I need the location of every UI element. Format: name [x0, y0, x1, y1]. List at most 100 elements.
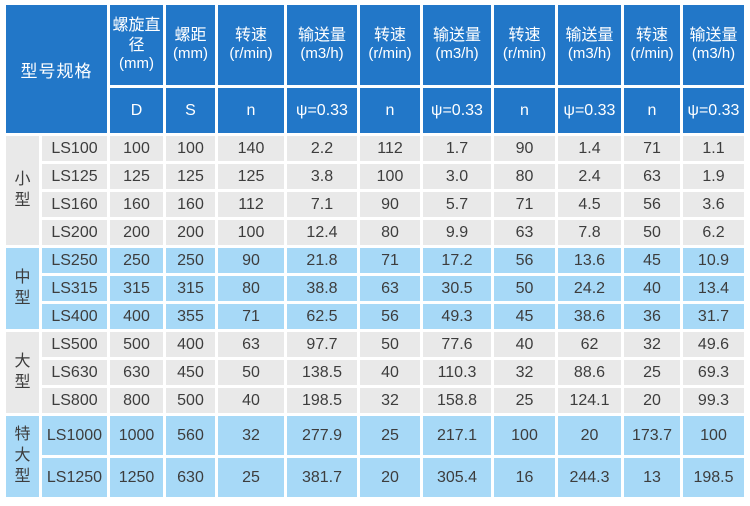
data-cell: 100	[683, 416, 744, 455]
data-cell: 80	[218, 276, 284, 301]
data-cell: 200	[110, 220, 163, 245]
data-cell: 305.4	[423, 458, 491, 497]
data-cell: 3.8	[287, 164, 357, 189]
data-cell: 71	[218, 304, 284, 329]
data-cell: 20	[558, 416, 621, 455]
group-label-2: 大型	[6, 332, 39, 413]
column-label: 螺旋直径	[112, 17, 161, 54]
data-cell: 250	[166, 248, 215, 273]
data-cell: 1.7	[423, 136, 491, 161]
data-cell: 40	[360, 360, 420, 385]
group-label-1: 中型	[6, 248, 39, 329]
column-label: 转速	[508, 27, 541, 45]
data-cell: 100	[494, 416, 555, 455]
data-cell: 31.7	[683, 304, 744, 329]
data-cell: 138.5	[287, 360, 357, 385]
column-label: 螺距	[174, 27, 207, 45]
data-cell: 198.5	[287, 388, 357, 413]
data-cell: 2.4	[558, 164, 621, 189]
data-cell: 40	[218, 388, 284, 413]
column-label: 转速	[373, 27, 406, 45]
table-row: LS315 315 315 80 38.8 63 30.5 50 24.2 40 13.4	[6, 276, 744, 301]
column-unit: (m3/h)	[435, 45, 479, 63]
header-row-1: 型号规格 螺旋直径 (mm) 螺距 (mm) 转速 (r/min) 输送量 (m3/h) 转速(…	[6, 5, 744, 133]
data-cell: 97.7	[287, 332, 357, 357]
data-cell: 277.9	[287, 416, 357, 455]
model-cell: LS160	[42, 192, 107, 217]
data-cell: 90	[494, 136, 555, 161]
data-cell: 71	[494, 192, 555, 217]
data-cell: 110.3	[423, 360, 491, 385]
data-cell: 40	[494, 332, 555, 357]
model-cell: LS800	[42, 388, 107, 413]
data-cell: 250	[110, 248, 163, 273]
data-cell: 62	[558, 332, 621, 357]
data-cell: 12.4	[287, 220, 357, 245]
table-row: LS200 200 200 100 12.4 80 9.9 63 7.8 50 6.2	[6, 220, 744, 245]
model-cell: LS1250	[42, 458, 107, 497]
conveyor-spec-table: 型号规格 螺旋直径 (mm) 螺距 (mm) 转速 (r/min) 输送量 (m3/h) 转速(…	[3, 2, 747, 500]
data-cell: 32	[360, 388, 420, 413]
data-cell: 63	[624, 164, 680, 189]
column-subheader-4: n	[360, 88, 420, 133]
data-cell: 25	[494, 388, 555, 413]
data-cell: 112	[218, 192, 284, 217]
group-label-0: 小型	[6, 136, 39, 245]
data-cell: 315	[166, 276, 215, 301]
data-cell: 400	[110, 304, 163, 329]
data-cell: 9.9	[423, 220, 491, 245]
data-cell: 88.6	[558, 360, 621, 385]
data-cell: 158.8	[423, 388, 491, 413]
data-cell: 36	[624, 304, 680, 329]
data-cell: 6.2	[683, 220, 744, 245]
data-cell: 198.5	[683, 458, 744, 497]
data-cell: 1.1	[683, 136, 744, 161]
column-unit: (m3/h)	[567, 45, 612, 63]
data-cell: 500	[166, 388, 215, 413]
table-row: LS160 160 160 112 7.1 90 5.7 71 4.5 56 3.6	[6, 192, 744, 217]
group-label-text: 小型	[14, 170, 31, 209]
data-cell: 20	[624, 388, 680, 413]
model-cell: LS100	[42, 136, 107, 161]
data-cell: 140	[218, 136, 284, 161]
data-cell: 50	[494, 276, 555, 301]
model-cell: LS1000	[42, 416, 107, 455]
model-cell: LS500	[42, 332, 107, 357]
data-cell: 90	[218, 248, 284, 273]
column-header-3: 输送量 (m3/h)	[287, 5, 357, 85]
data-cell: 56	[360, 304, 420, 329]
column-unit: (m3/h)	[691, 45, 736, 63]
data-cell: 38.8	[287, 276, 357, 301]
data-cell: 13.6	[558, 248, 621, 273]
data-cell: 160	[110, 192, 163, 217]
table-row: LS800 800 500 40 198.5 32 158.8 25 124.1 20 99.3	[6, 388, 744, 413]
data-cell: 30.5	[423, 276, 491, 301]
data-cell: 10.9	[683, 248, 744, 273]
data-cell: 71	[624, 136, 680, 161]
column-subheader-3: ψ=0.33	[287, 88, 357, 133]
data-cell: 32	[494, 360, 555, 385]
table-body: 小型 LS100 100 100 140 2.2 112 1.7 90 1.4 71 1.1 LS125…	[6, 136, 744, 497]
data-cell: 50	[218, 360, 284, 385]
column-header-9: 输送量 (m3/h)	[683, 5, 744, 85]
data-cell: 40	[624, 276, 680, 301]
data-cell: 217.1	[423, 416, 491, 455]
data-cell: 21.8	[287, 248, 357, 273]
data-cell: 381.7	[287, 458, 357, 497]
column-unit: (mm)	[173, 45, 208, 63]
table-row: LS630 630 450 50 138.5 40 110.3 32 88.6 25 69.3	[6, 360, 744, 385]
data-cell: 56	[494, 248, 555, 273]
data-cell: 244.3	[558, 458, 621, 497]
data-cell: 800	[110, 388, 163, 413]
data-cell: 125	[166, 164, 215, 189]
column-unit: (r/min)	[368, 45, 412, 63]
data-cell: 32	[624, 332, 680, 357]
data-cell: 25	[360, 416, 420, 455]
table-row: LS125 125 125 125 3.8 100 3.0 80 2.4 63 1.9	[6, 164, 744, 189]
data-cell: 100	[166, 136, 215, 161]
group-label-text: 大型	[14, 352, 31, 391]
data-cell: 1.9	[683, 164, 744, 189]
data-cell: 315	[110, 276, 163, 301]
data-cell: 17.2	[423, 248, 491, 273]
column-unit: (mm)	[119, 54, 154, 72]
